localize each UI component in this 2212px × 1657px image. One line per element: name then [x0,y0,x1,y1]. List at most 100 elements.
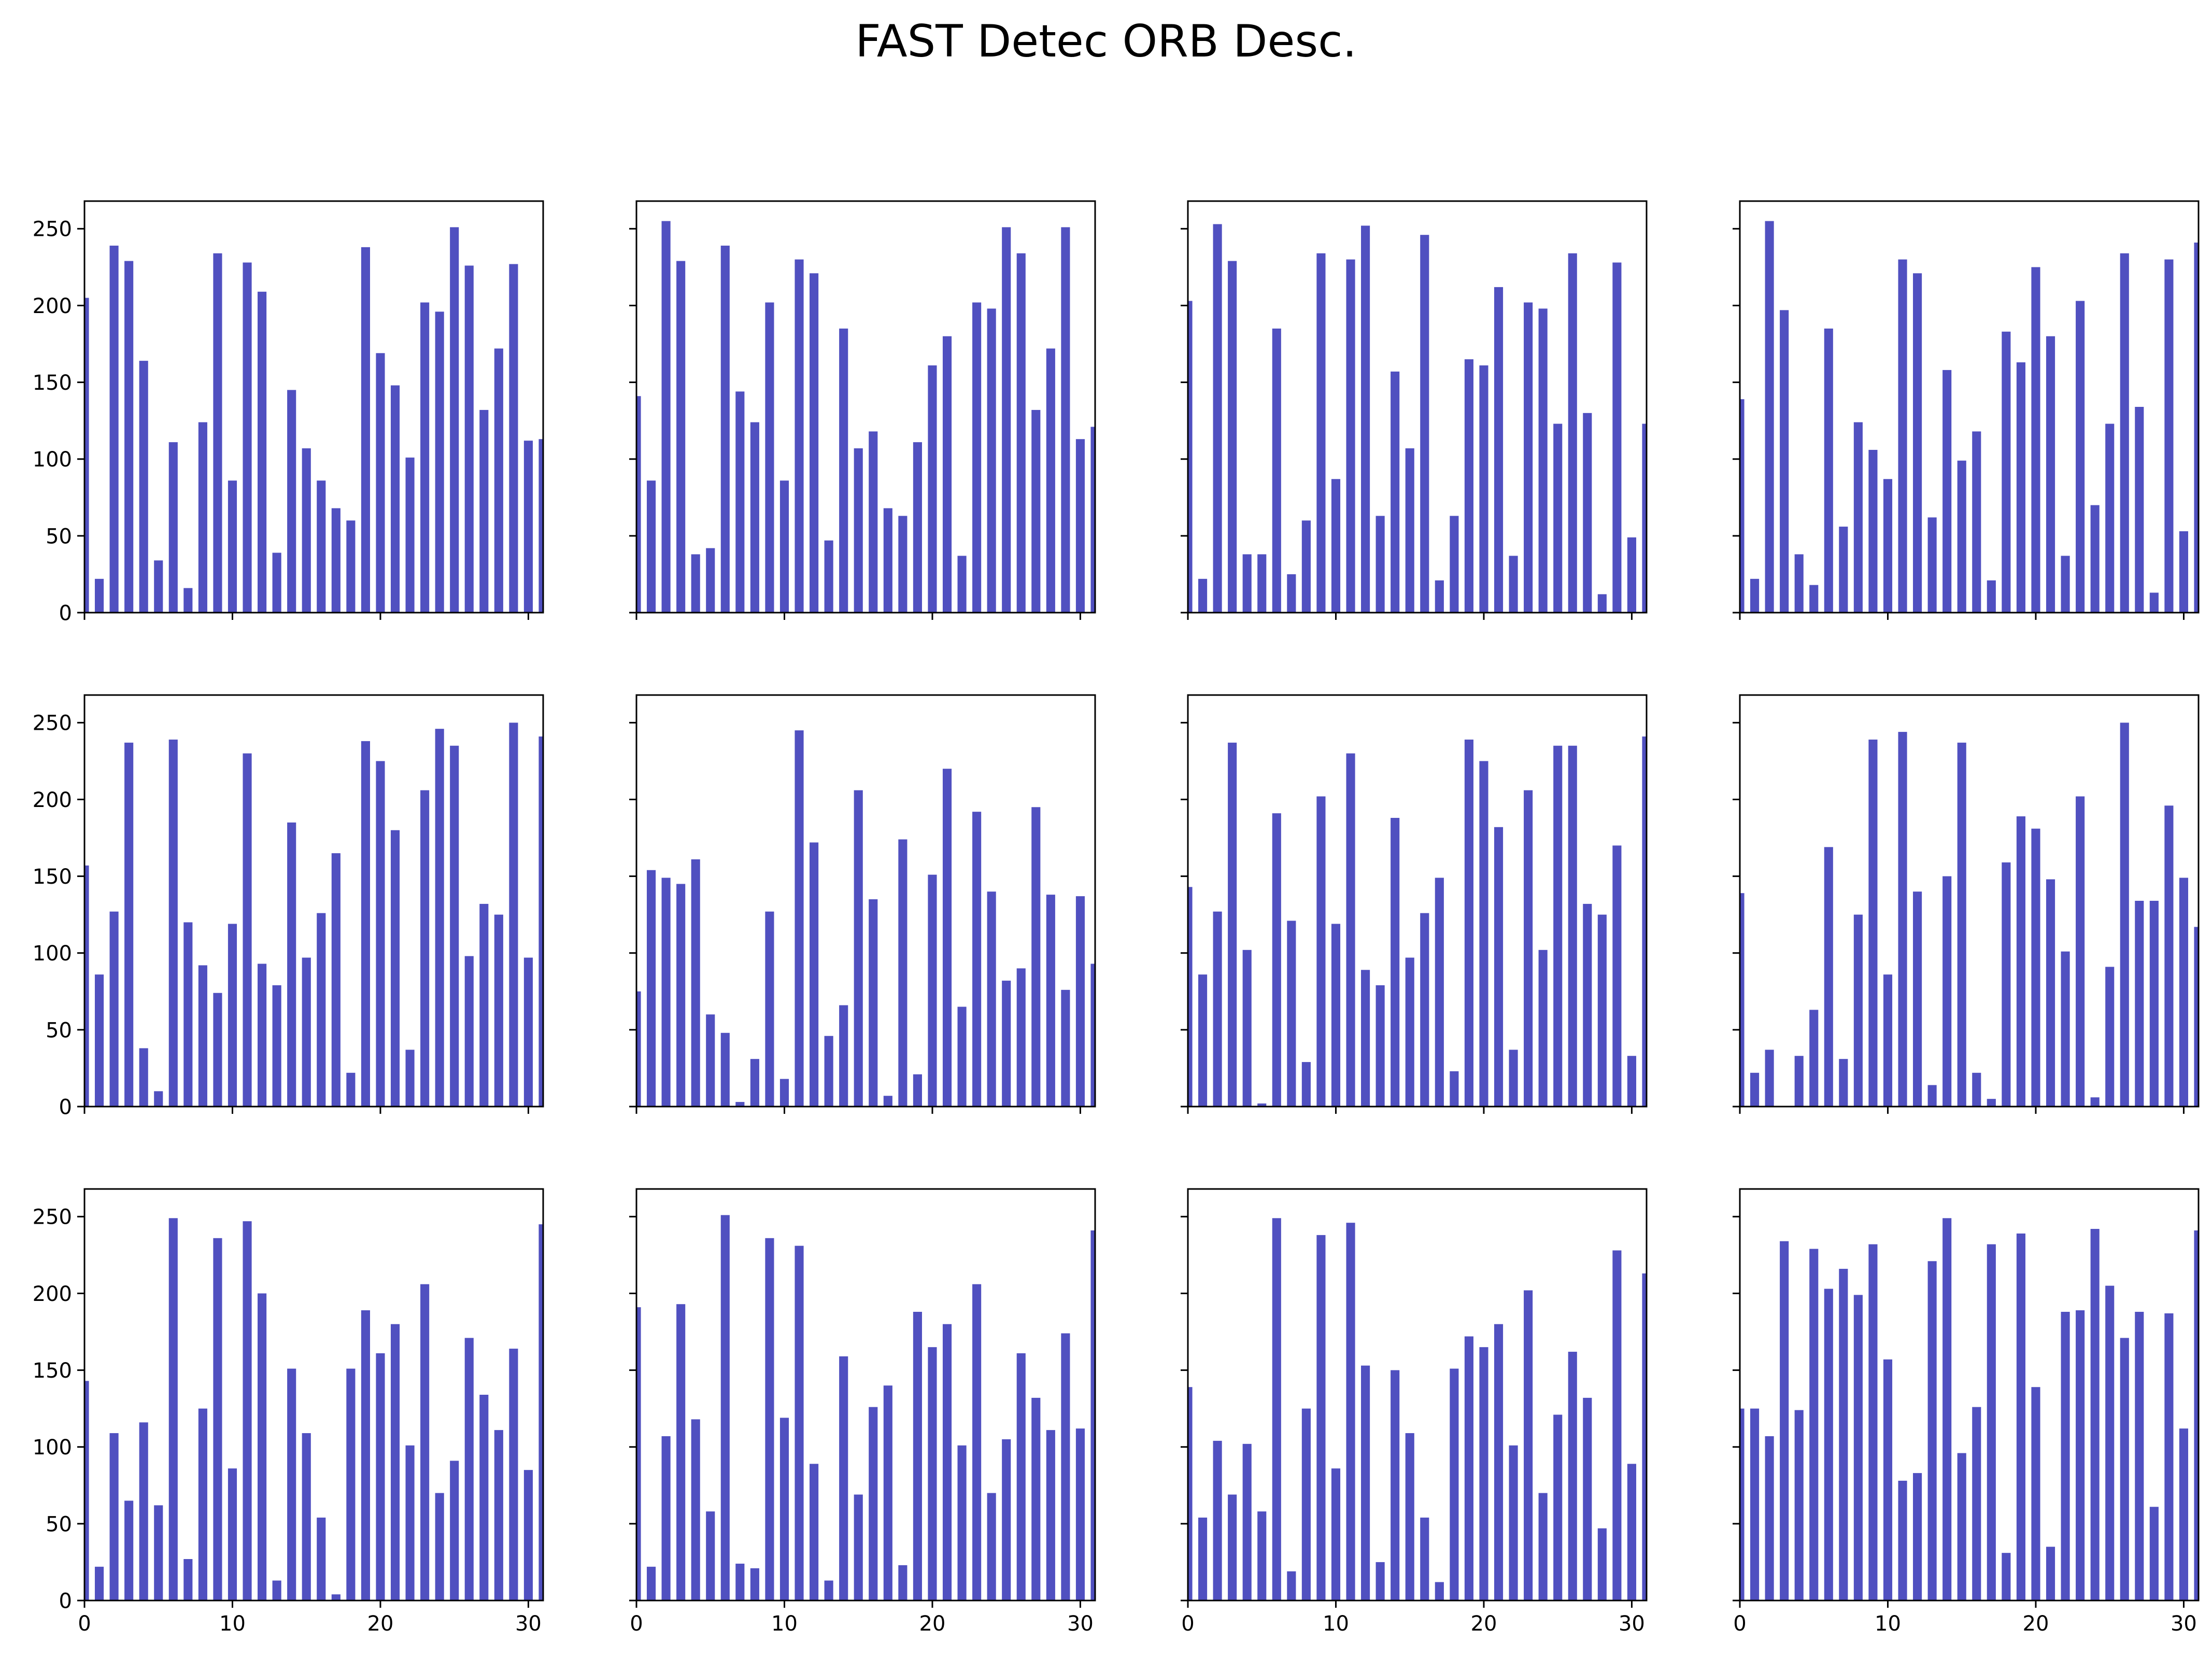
bar [839,328,848,613]
bar [2105,967,2115,1107]
bar [183,922,193,1107]
bar [1213,224,1222,613]
bar [1301,520,1311,613]
bar [1942,1218,1952,1601]
bar [523,1470,533,1601]
bar [2002,1553,2011,1601]
bar [972,812,982,1107]
bar [405,457,415,613]
bar [1957,460,1966,613]
y-tick-label: 200 [33,1282,72,1306]
bar [1553,1414,1563,1601]
bar [139,1422,148,1601]
bar [706,1014,715,1107]
bar [735,1563,745,1601]
bar [1868,449,1878,613]
bar [1257,1103,1267,1107]
bar [1075,1428,1085,1601]
x-tick-label: 0 [630,1612,643,1636]
bar [765,911,774,1107]
subplot-10: 0 10 20 30 [629,1188,1096,1636]
bar [1987,1244,1996,1601]
bar [420,302,430,613]
bar [1568,253,1577,613]
bar [272,985,281,1107]
bar [2149,592,2159,613]
bar [2031,828,2040,1107]
bar [1927,1085,1937,1107]
bar [1765,1436,1774,1601]
bar [1346,1223,1355,1601]
bar [2046,879,2055,1107]
y-tick-label: 100 [33,448,72,472]
bar [1376,1562,1385,1601]
bar [869,1407,878,1601]
bar [1597,594,1607,613]
bar [376,353,385,613]
bar [636,396,641,613]
bar [272,553,281,613]
bar [2090,1229,2100,1601]
bar [676,261,686,613]
subplot-6 [629,694,1096,1114]
bar [676,884,686,1107]
bar [1228,1494,1237,1601]
bar [2194,927,2199,1107]
bar [2016,1233,2025,1601]
bar [84,1381,89,1601]
bar [706,1511,715,1601]
axes-frame [1187,200,1648,614]
bar [2135,407,2144,613]
bar [1509,1050,1518,1107]
axes-frame [635,694,1096,1108]
bar [390,385,400,613]
bar [1553,423,1563,613]
bar [1242,950,1252,1107]
bar [1188,301,1193,613]
x-tick-label: 20 [2023,1612,2049,1636]
bar [1740,1408,1745,1601]
bar [1405,448,1414,613]
bar [228,1468,237,1601]
bar [1450,516,1459,613]
bar [124,261,134,613]
bar [1242,554,1252,613]
subplot-4 [1733,200,2200,620]
y-tick-label: 250 [33,1206,72,1229]
bar [1016,253,1026,613]
bar [494,914,503,1107]
bar [420,1284,430,1601]
bar [1809,1249,1819,1601]
bar [1450,1071,1459,1107]
bar [2076,1310,2085,1601]
bar [302,957,311,1107]
bar [420,790,430,1107]
bar [1479,365,1488,613]
bar [1090,964,1095,1107]
bar [1765,1050,1774,1107]
bar [1075,896,1085,1107]
subplot-8 [1733,694,2200,1114]
bar [1927,517,1937,613]
bar [1627,1464,1637,1601]
bar [154,1091,163,1107]
bar [243,1221,252,1601]
bar [2061,1312,2070,1601]
bar [1853,914,1863,1107]
bar [376,761,385,1107]
bar [869,431,878,613]
bar [435,729,444,1107]
x-tick-label: 0 [78,1612,91,1636]
bar [2179,877,2189,1107]
bar [2135,901,2144,1107]
bar [1002,227,1011,613]
bar [1612,1250,1622,1601]
bar [720,245,730,613]
y-tick-label: 50 [46,1018,72,1042]
bar [1568,1352,1577,1601]
bar [94,974,104,1107]
bar [1642,423,1647,613]
bar [331,853,341,1107]
y-tick-label: 150 [33,371,72,395]
bar [2076,796,2085,1107]
